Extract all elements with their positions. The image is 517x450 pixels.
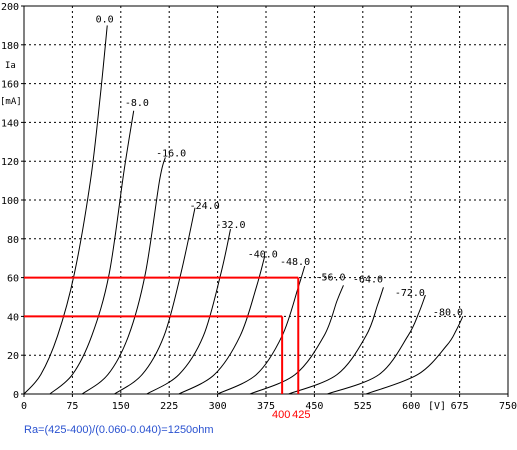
x-tick-label: 225 [160,401,178,412]
curve-label: -8.0 [125,98,149,109]
x-tick-label: 300 [209,401,227,412]
curve-grid-voltage [178,256,266,395]
curve-grid-voltage [327,294,426,395]
y-tick-label: 180 [1,41,19,52]
y-tick-label: 100 [1,196,19,207]
x-tick-label: 75 [66,401,78,412]
x-tick-label: 675 [451,401,469,412]
y-axis-unit: [mA] [0,97,22,107]
curve-label: 0.0 [96,15,114,26]
curve-grid-voltage [23,25,108,395]
curve-label: -24.0 [190,201,220,212]
curve-grid-voltage [114,207,196,395]
y-axis-label: Ia [5,61,16,71]
curve-label: -32.0 [215,220,245,231]
x-tick-label: 600 [402,401,420,412]
x-tick-label: 150 [112,401,130,412]
curve-label: -56.0 [315,273,345,284]
ra-formula: Ra=(425-400)/(0.060-0.040)=1250ohm [24,424,214,436]
curve-grid-voltage [249,285,344,395]
y-tick-label: 60 [7,274,19,285]
y-tick-label: 140 [1,118,19,129]
y-tick-label: 200 [1,2,19,13]
x-tick-label: 750 [499,401,517,412]
curve-label: -40.0 [248,249,278,260]
x-tick-label: 450 [305,401,323,412]
y-tick-label: 120 [1,157,19,168]
curve-grid-voltage [49,110,135,395]
curve-label: -16.0 [156,148,186,159]
curve-label: -48.0 [280,257,310,268]
y-tick-label: 160 [1,80,19,91]
curve-grid-voltage [288,287,384,395]
x-tick-label: 0 [21,401,27,412]
curve-grid-voltage [81,157,166,395]
x-axis-unit: [V] [428,401,446,412]
curve-label: -64.0 [353,275,383,286]
y-tick-label: 80 [7,235,19,246]
y-tick-label: 0 [13,390,19,401]
y-tick-label: 20 [7,351,19,362]
op-voltage-label: 400 [272,409,290,421]
curve-grid-voltage [146,228,231,395]
x-tick-label: 375 [257,401,275,412]
y-tick-label: 40 [7,312,19,323]
curve-label: -80.0 [433,308,463,319]
curve-grid-voltage [217,265,306,395]
x-tick-label: 525 [354,401,372,412]
curve-label: -72.0 [395,288,425,299]
op-voltage-label: 425 [292,409,310,421]
curve-grid-voltage [365,316,464,395]
